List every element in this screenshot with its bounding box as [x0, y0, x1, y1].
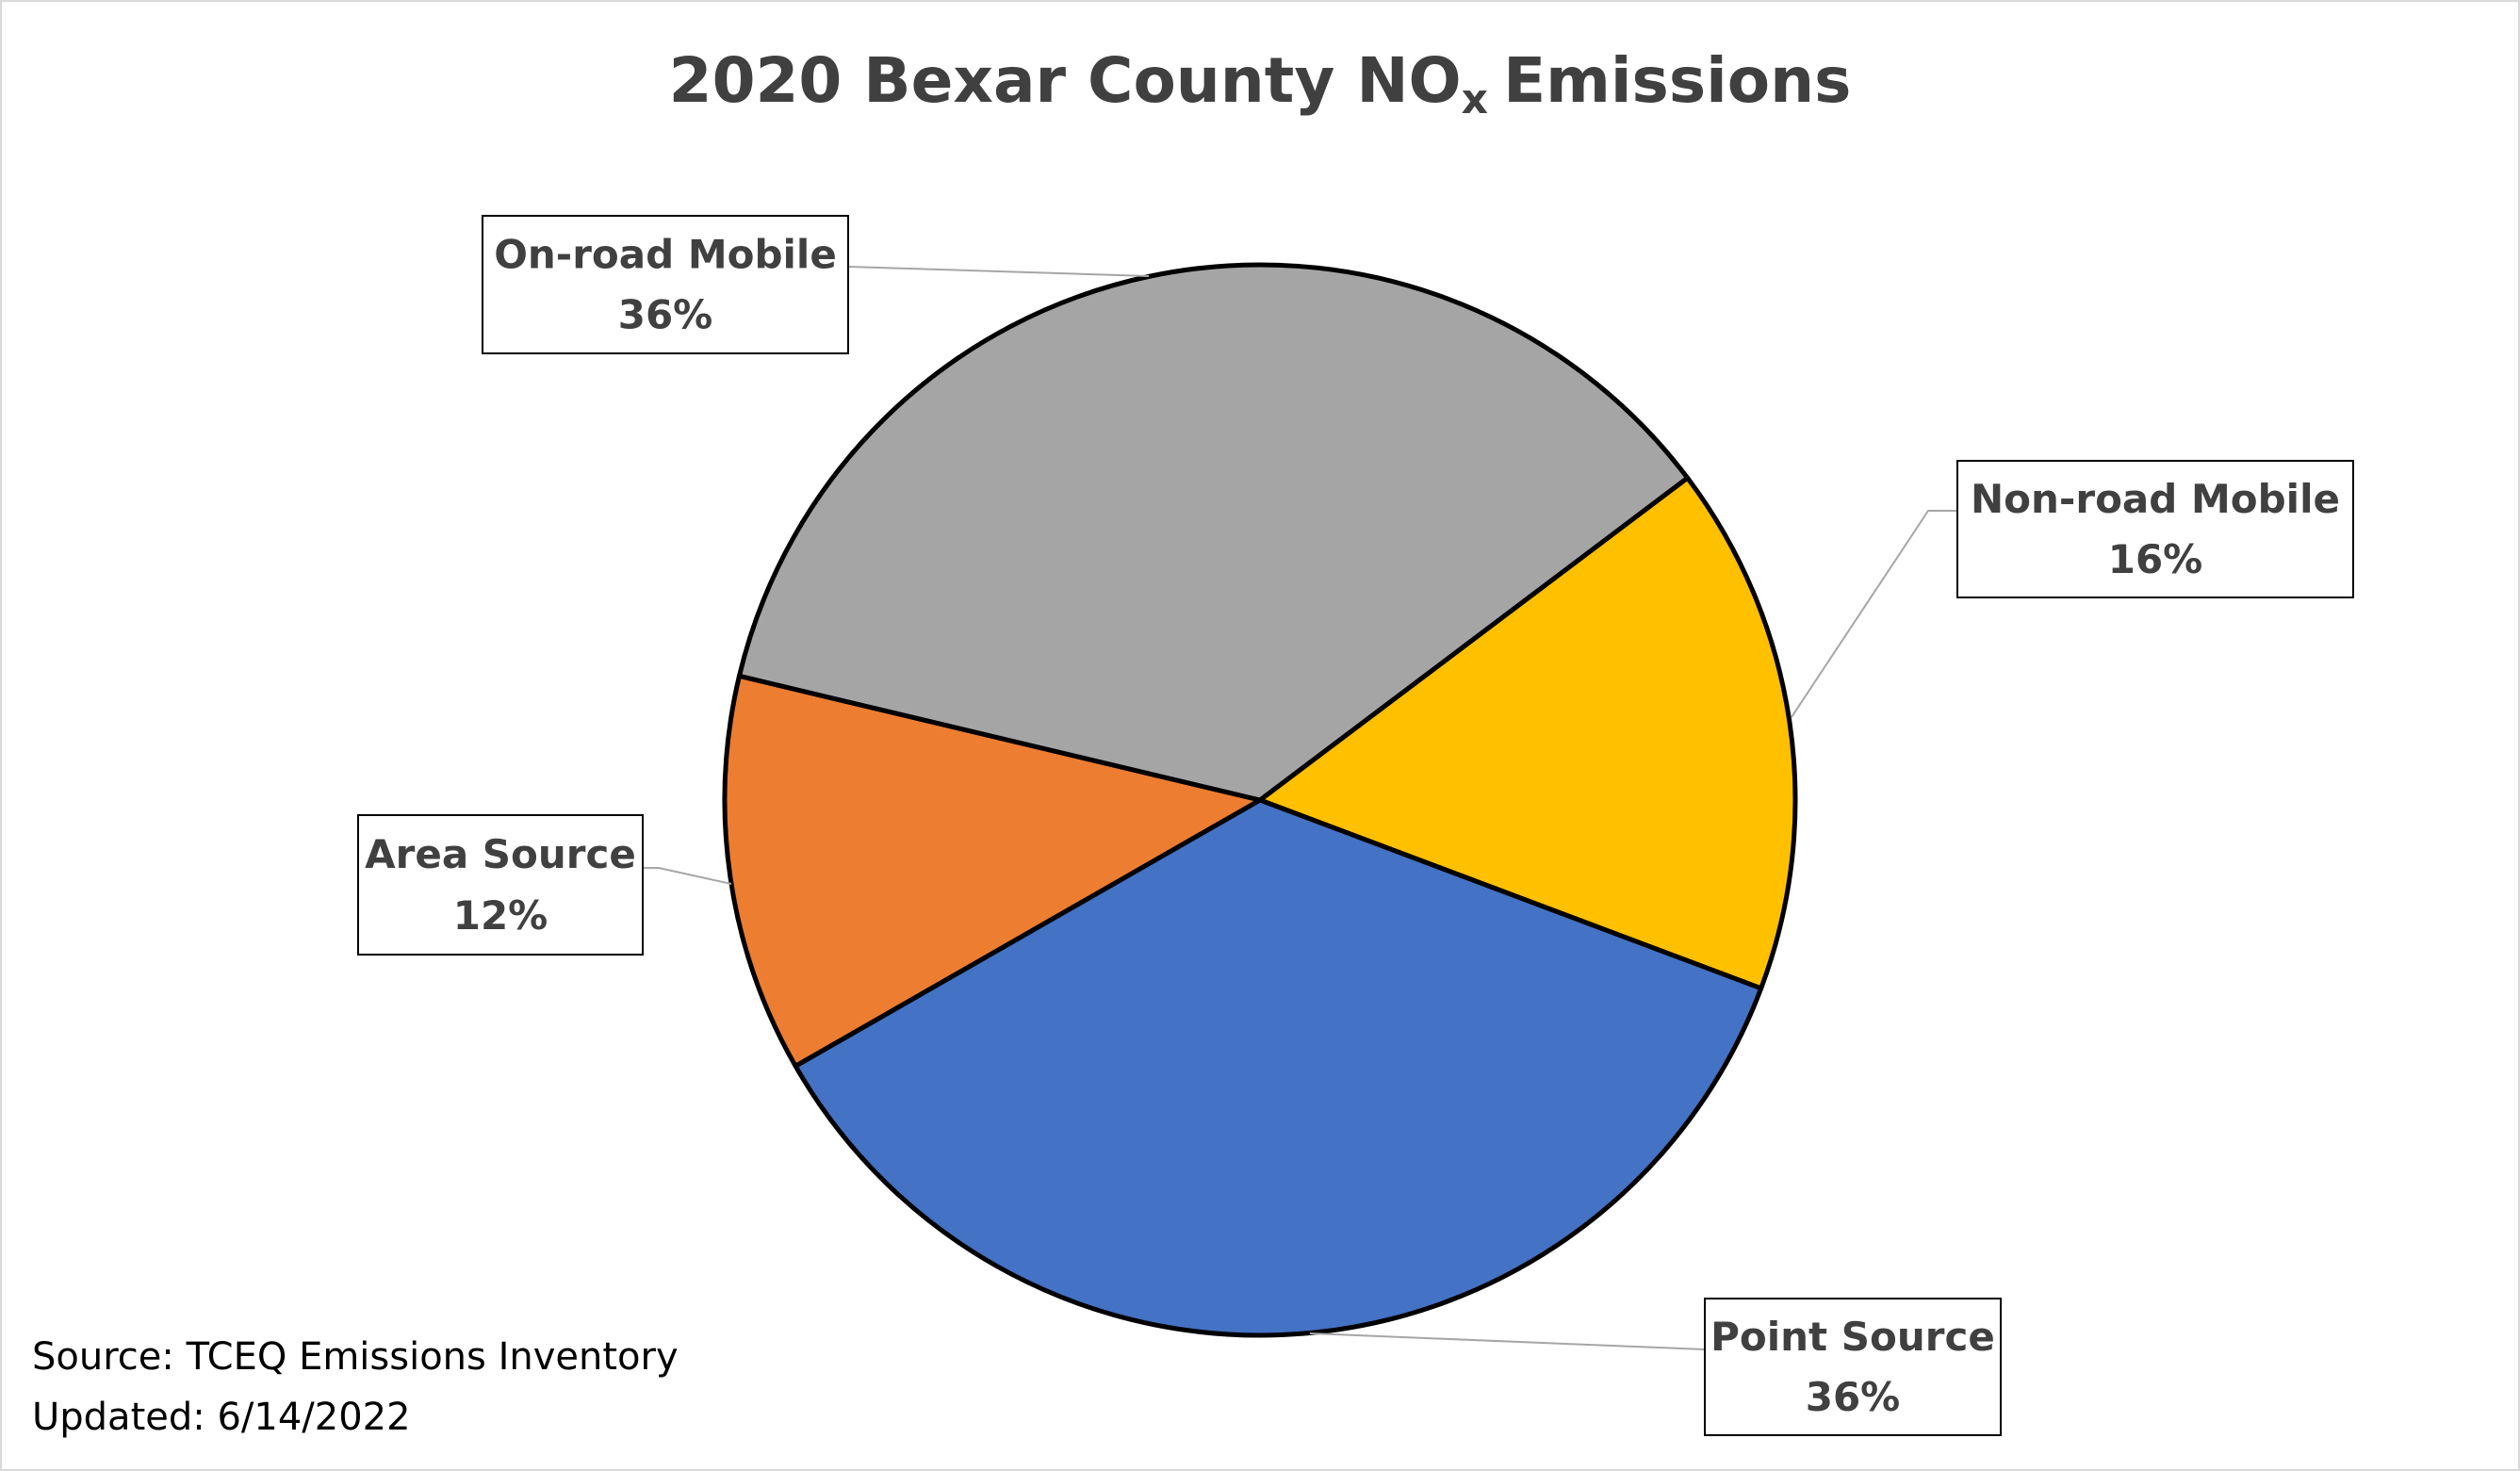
category-label: Area Source [365, 831, 636, 877]
title-subscript: x [1462, 75, 1488, 123]
category-label: Point Source [1710, 1314, 1995, 1360]
label-box [1704, 1298, 2002, 1436]
leader-line [1791, 510, 1957, 718]
value-label: 36% [618, 292, 713, 338]
category-label: On-road Mobile [494, 231, 837, 277]
leader-line [1309, 1332, 1706, 1350]
pie-slice [736, 262, 1691, 803]
title-after: Emissions [1503, 44, 1851, 117]
label-box [482, 215, 849, 354]
value-label: 36% [1806, 1374, 1901, 1420]
pie-slice [722, 673, 1263, 1069]
value-label: 12% [453, 892, 548, 939]
leader-line [643, 867, 732, 885]
label-box [1956, 460, 2354, 598]
title-text: 2020 Bexar County NO [669, 44, 1462, 117]
chart-title: 2020 Bexar County NOx Emissions [669, 44, 1852, 123]
value-label: 16% [2108, 536, 2203, 582]
pie-slice [793, 797, 1764, 1338]
updated-note: Updated: 6/14/2022 [32, 1396, 411, 1439]
label-box [357, 814, 644, 956]
leader-line [847, 266, 1150, 277]
category-label: Non-road Mobile [1971, 476, 2340, 522]
source-note: Source: TCEQ Emissions Inventory [32, 1335, 679, 1379]
pie-slice [1257, 475, 1798, 991]
